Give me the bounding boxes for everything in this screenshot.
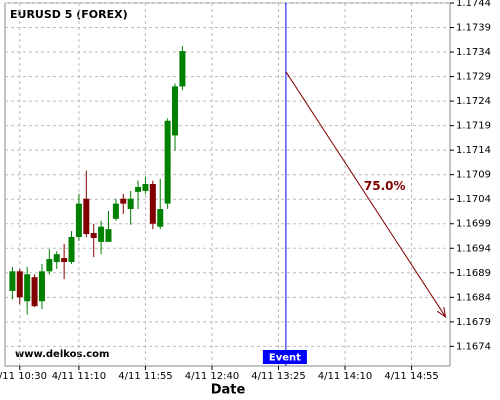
event-label-box <box>262 350 307 364</box>
x-tick-label: 4/11 10:30 <box>0 371 47 382</box>
candle-body <box>120 198 127 204</box>
candle-body <box>90 233 97 238</box>
y-tick-label: 1.1709 <box>456 170 491 181</box>
y-tick-label: 1.1674 <box>456 341 491 352</box>
x-axis-label: Date <box>211 383 246 398</box>
y-tick-label: 1.1679 <box>456 317 491 328</box>
y-tick-label: 1.1699 <box>456 219 491 230</box>
candle-body <box>38 271 45 302</box>
x-tick-label: 4/11 13:25 <box>251 371 305 382</box>
x-tick-label: 4/11 11:55 <box>118 371 172 382</box>
y-tick-label: 1.1684 <box>456 292 491 303</box>
y-tick-label: 1.1729 <box>456 72 491 83</box>
x-tick-label: 4/11 14:10 <box>318 371 372 382</box>
candle-body <box>142 184 149 191</box>
candle-body <box>24 274 31 302</box>
candle-body <box>149 184 156 224</box>
candle-body <box>75 203 82 237</box>
event-label: Event <box>269 353 301 364</box>
candle-body <box>172 86 179 136</box>
y-tick-label: 1.1734 <box>456 47 491 58</box>
y-tick-label: 1.1724 <box>456 96 491 107</box>
arrow-label: 75.0% <box>364 179 406 193</box>
x-tick-label: 4/11 14:55 <box>384 371 438 382</box>
candle-body <box>164 120 171 204</box>
chart-title: EURUSD 5 (FOREX) <box>10 8 128 21</box>
y-tick-label: 1.1704 <box>456 194 491 205</box>
candle-body <box>98 226 105 242</box>
candle-body <box>135 186 142 192</box>
y-tick-label: 1.1739 <box>456 23 491 34</box>
candle-body <box>83 198 90 235</box>
candle-body <box>31 277 38 307</box>
y-tick-label: 1.1694 <box>456 243 491 254</box>
candle-body <box>68 236 75 263</box>
y-tick-label: 1.1719 <box>456 121 491 132</box>
candle-body <box>127 198 134 210</box>
y-tick-label: 1.1744 <box>456 0 491 9</box>
x-tick-label: 4/11 11:10 <box>52 371 106 382</box>
x-tick-label: 4/11 12:40 <box>185 371 239 382</box>
candle-body <box>9 271 16 291</box>
candle-body <box>46 259 53 272</box>
y-tick-label: 1.1714 <box>456 145 491 156</box>
candle-body <box>105 229 112 242</box>
candle-body <box>61 258 68 263</box>
arrow-head <box>436 307 447 319</box>
candle-body <box>179 51 186 87</box>
candle-body <box>16 271 23 298</box>
candle-body <box>53 254 60 263</box>
candle-body <box>112 203 119 219</box>
candle-body <box>157 209 164 227</box>
y-tick-label: 1.1689 <box>456 268 491 279</box>
watermark: www.delkos.com <box>15 349 109 360</box>
forecast-arrow <box>285 71 446 318</box>
